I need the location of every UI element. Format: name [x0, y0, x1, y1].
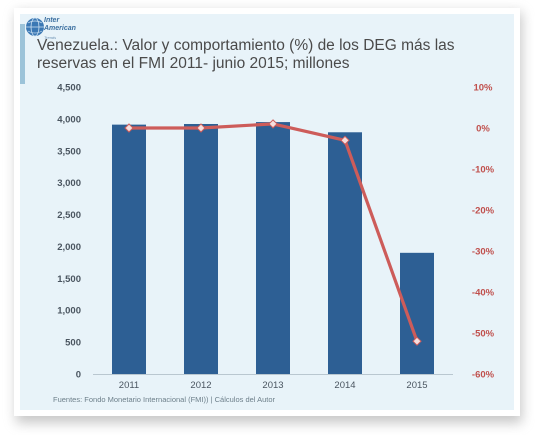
left-tick-label: 4,500 [57, 83, 81, 94]
right-tick-label: -40% [472, 288, 495, 299]
left-tick-label: 2,000 [57, 242, 81, 253]
right-axis: -60% -50% -40% -30% -20% -10% 0% 10% [472, 83, 495, 381]
line-point [340, 135, 350, 146]
right-tick-label: -60% [472, 370, 495, 381]
logo-text: Inter American Trends [44, 17, 104, 42]
left-tick-label: 4,000 [57, 114, 81, 125]
right-tick-label: 0% [476, 124, 490, 135]
left-tick-label: 500 [65, 338, 81, 349]
bar [256, 122, 290, 374]
right-tick-label: 10% [473, 83, 493, 94]
left-axis: 0 500 1,000 1,500 2,000 2,500 3,000 3,500 4,000 4… [57, 83, 81, 381]
x-axis: 2011 2012 2013 2014 2015 [119, 380, 428, 391]
line-point [124, 123, 134, 133]
bar [328, 132, 362, 374]
left-tick-label: 2,500 [57, 210, 81, 221]
left-tick-label: 1,000 [57, 306, 81, 317]
bar-series [112, 122, 434, 374]
x-tick-label: 2014 [334, 380, 355, 391]
bar [400, 252, 434, 374]
left-tick-label: 0 [76, 370, 81, 381]
line-point [412, 336, 422, 346]
chart-panel: Inter American Trends Venezuela.: Valor … [20, 14, 514, 410]
line-series [124, 119, 422, 346]
logo-line-trends: Trends [44, 35, 57, 40]
line-point [196, 123, 206, 133]
x-tick-label: 2015 [406, 380, 427, 391]
chart-svg: 0 500 1,000 1,500 2,000 2,500 3,000 3,500 4,000 4… [57, 83, 495, 392]
line-point [268, 119, 278, 129]
right-tick-label: -30% [472, 247, 495, 258]
right-tick-label: -20% [472, 206, 495, 217]
logo-line-inter: Inter [44, 17, 60, 24]
left-tick-label: 3,500 [57, 146, 81, 157]
globe-icon [26, 17, 44, 37]
x-tick-label: 2012 [190, 380, 211, 391]
chart-title: Venezuela.: Valor y comportamiento (%) d… [37, 37, 455, 72]
logo-line-american: American [44, 25, 76, 32]
x-tick-label: 2011 [119, 380, 139, 391]
left-tick-label: 3,000 [57, 178, 81, 189]
accent-bar [20, 24, 25, 84]
source-note: Fuentes: Fondo Monetario Internacional (… [53, 395, 276, 404]
bar [184, 123, 218, 374]
right-tick-label: -50% [472, 329, 495, 340]
logo [24, 16, 84, 50]
right-tick-label: -10% [472, 165, 495, 176]
left-tick-label: 1,500 [57, 274, 81, 285]
bar [112, 124, 146, 374]
x-tick-label: 2013 [262, 380, 283, 391]
